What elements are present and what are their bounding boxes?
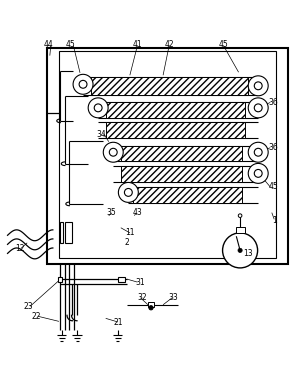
Text: 45: 45 — [66, 39, 76, 49]
Circle shape — [248, 142, 268, 162]
Text: 41: 41 — [133, 39, 142, 49]
Text: 34: 34 — [96, 129, 106, 139]
Circle shape — [254, 82, 262, 90]
Circle shape — [238, 214, 242, 218]
Circle shape — [103, 142, 123, 162]
Bar — [59, 51, 276, 258]
Circle shape — [149, 306, 153, 310]
Circle shape — [88, 98, 108, 118]
Text: 32: 32 — [137, 293, 147, 302]
Circle shape — [79, 80, 87, 88]
Text: 1: 1 — [272, 216, 277, 225]
Text: 2: 2 — [124, 238, 129, 247]
Circle shape — [254, 104, 262, 112]
Bar — [60, 222, 63, 243]
Circle shape — [109, 148, 117, 156]
Bar — [47, 48, 288, 264]
Text: 22: 22 — [31, 312, 41, 321]
Text: 33: 33 — [169, 293, 178, 302]
Bar — [148, 302, 154, 307]
Bar — [121, 166, 242, 182]
Text: 36: 36 — [268, 98, 278, 107]
Bar — [91, 77, 248, 95]
Bar — [58, 277, 62, 282]
Circle shape — [118, 182, 138, 202]
Circle shape — [94, 104, 102, 112]
Bar — [106, 122, 245, 138]
Circle shape — [248, 76, 268, 96]
Text: 44: 44 — [43, 39, 53, 49]
Bar — [121, 146, 242, 161]
Circle shape — [254, 169, 262, 177]
Circle shape — [124, 188, 132, 196]
Text: 35: 35 — [107, 208, 117, 217]
Circle shape — [254, 148, 262, 156]
Text: 45: 45 — [268, 182, 278, 192]
Text: 12: 12 — [15, 244, 24, 254]
Text: 31: 31 — [136, 278, 145, 287]
Text: 23: 23 — [24, 302, 34, 311]
Circle shape — [248, 98, 268, 118]
Circle shape — [223, 233, 258, 268]
Circle shape — [248, 164, 268, 183]
Text: 42: 42 — [164, 39, 174, 49]
Text: 21: 21 — [113, 318, 123, 327]
Circle shape — [238, 248, 242, 252]
Circle shape — [73, 74, 93, 94]
Bar — [118, 277, 125, 282]
Text: 11: 11 — [125, 228, 135, 237]
Bar — [133, 187, 242, 203]
Text: 13: 13 — [243, 249, 252, 258]
Text: 45: 45 — [219, 39, 228, 49]
Text: 43: 43 — [133, 208, 142, 217]
Bar — [236, 227, 245, 233]
Text: 36: 36 — [268, 143, 278, 152]
Bar — [65, 222, 72, 243]
Bar — [106, 102, 245, 118]
